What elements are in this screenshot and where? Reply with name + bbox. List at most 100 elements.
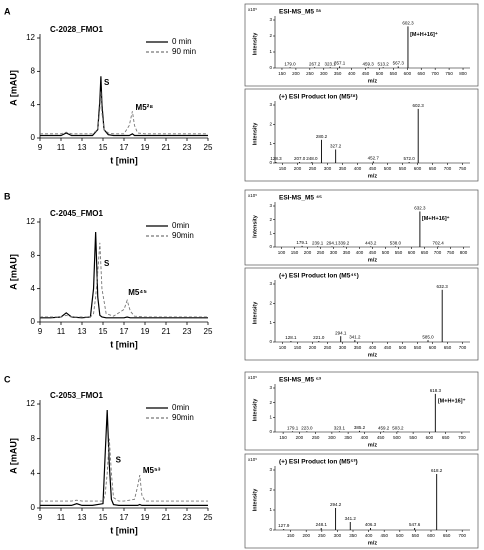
peak-label: 221.0 xyxy=(313,335,325,340)
peak-label: 602.3 xyxy=(413,103,425,108)
peak-label: 327.2 xyxy=(330,144,342,149)
peak-label: 357.1 xyxy=(334,61,346,66)
x-tick-label: 150 xyxy=(291,250,299,255)
x-tick-label: 600 xyxy=(427,533,435,538)
chart-title: ESI-MS_M5 ⁵³ xyxy=(279,377,322,384)
x-tick-label: 200 xyxy=(302,533,310,538)
x-tick-label: 400 xyxy=(354,166,362,171)
x-tick-label: 650 xyxy=(444,345,452,350)
peak-label: 503.2 xyxy=(392,425,404,430)
x-tick-label: 250 xyxy=(318,533,326,538)
peak-label: 567.3 xyxy=(393,61,405,66)
peak-label: 207.0 xyxy=(294,156,306,161)
x-tick-label: 9 xyxy=(38,327,43,336)
x-tick-label: 300 xyxy=(320,71,328,76)
y-tick-label: 2 xyxy=(269,122,272,127)
peak-label: 239.1 xyxy=(312,241,324,246)
annotation: M5²⁸ xyxy=(136,103,154,112)
y-tick-label: 1 xyxy=(269,49,272,54)
peak-label: 572.0 xyxy=(403,156,415,161)
x-tick-label: 11 xyxy=(57,327,66,336)
panel-label: A xyxy=(4,6,11,16)
x-tick-label: 200 xyxy=(304,250,312,255)
x-tick-label: 150 xyxy=(279,435,287,440)
y-tick-label: 0 xyxy=(31,317,36,326)
x-tick-label: 350 xyxy=(339,166,347,171)
x-axis-label: t [min] xyxy=(110,525,138,535)
y-tick-label: 4 xyxy=(31,284,36,293)
y-tick-label: 0 xyxy=(269,65,272,70)
x-tick-label: 250 xyxy=(324,345,332,350)
annotation: [M+H+16]⁺ xyxy=(410,31,438,38)
y-tick-label: 2 xyxy=(269,33,272,38)
x-tick-label: 700 xyxy=(444,166,452,171)
x-tick-label: 750 xyxy=(447,250,455,255)
peak-label: 459.2 xyxy=(378,425,390,430)
x-tick-label: 19 xyxy=(141,513,150,522)
x-tick-label: 600 xyxy=(404,71,412,76)
peak-label: 323.1 xyxy=(325,61,337,66)
x-axis-label: t [min] xyxy=(110,339,138,349)
peak-label: 459.3 xyxy=(362,61,374,66)
x-tick-label: 25 xyxy=(204,143,213,152)
x-tick-label: 500 xyxy=(396,533,404,538)
y-tick-label: 1 xyxy=(269,141,272,146)
x-tick-label: 700 xyxy=(459,345,467,350)
y-axis-label: Intensity xyxy=(252,488,258,512)
y-axis-label: A [mAU] xyxy=(8,438,18,474)
x-tick-label: 25 xyxy=(204,327,213,336)
x-tick-label: 400 xyxy=(369,345,377,350)
chart-title: ESI-MS_M5 ²⁸ xyxy=(279,9,321,16)
series-line xyxy=(40,231,208,319)
y-tick-label: 2 xyxy=(269,301,272,306)
annotation: S xyxy=(104,78,110,87)
x-tick-label: 500 xyxy=(376,71,384,76)
x-axis-label: t [min] xyxy=(110,155,138,165)
peak-label: 179.1 xyxy=(287,425,299,430)
chart-title: C-2045_FMO1 xyxy=(50,209,103,218)
x-tick-label: 19 xyxy=(141,327,150,336)
peak-label: 179.0 xyxy=(284,61,296,66)
peak-label: 513.2 xyxy=(378,61,390,66)
peak-label: 280.2 xyxy=(316,134,328,139)
x-tick-label: 21 xyxy=(162,513,171,522)
x-tick-label: 550 xyxy=(409,435,417,440)
x-tick-label: 350 xyxy=(354,345,362,350)
annotation: [M+H+16]⁺ xyxy=(422,215,450,222)
legend-label: 90min xyxy=(172,413,194,422)
legend-label: 0min xyxy=(172,221,189,230)
x-tick-label: 19 xyxy=(141,143,150,152)
y-tick-label: 12 xyxy=(26,33,35,42)
x-tick-label: 400 xyxy=(348,71,356,76)
x-tick-label: 17 xyxy=(120,327,129,336)
panel-frame xyxy=(244,3,479,87)
y-tick-label: 1 xyxy=(269,231,272,236)
peak-label: 632.3 xyxy=(414,206,426,211)
x-tick-label: 300 xyxy=(334,533,342,538)
panel-frame xyxy=(244,267,479,361)
peak-label: 547.6 xyxy=(409,522,421,527)
x-axis-label: m/z xyxy=(368,352,377,358)
x-tick-label: 250 xyxy=(317,250,325,255)
panel-label: B xyxy=(4,191,11,201)
y-tick-label: 1 xyxy=(269,507,272,512)
peak-label: 128.1 xyxy=(285,335,297,340)
y-axis-label: Intensity xyxy=(252,214,258,238)
y-axis-label: Intensity xyxy=(252,301,258,325)
annotation: M5⁵³ xyxy=(143,466,161,475)
y-axis-label: A [mAU] xyxy=(8,70,18,106)
y-axis-label: A [mAU] xyxy=(8,254,18,290)
peak-label: 339.2 xyxy=(338,241,350,246)
x-tick-label: 400 xyxy=(356,250,364,255)
y-axis-label: Intensity xyxy=(252,398,258,422)
peak-label: 538.0 xyxy=(390,241,402,246)
x-tick-label: 100 xyxy=(278,250,286,255)
legend-label: 90min xyxy=(172,231,194,240)
x-tick-label: 13 xyxy=(78,327,87,336)
x-tick-label: 550 xyxy=(390,71,398,76)
x-axis-label: m/z xyxy=(368,78,377,84)
chart-title: C-2028_FMO1 xyxy=(50,25,103,34)
peak-label: 452.7 xyxy=(368,156,380,161)
y-tick-label: 0 xyxy=(269,429,272,434)
